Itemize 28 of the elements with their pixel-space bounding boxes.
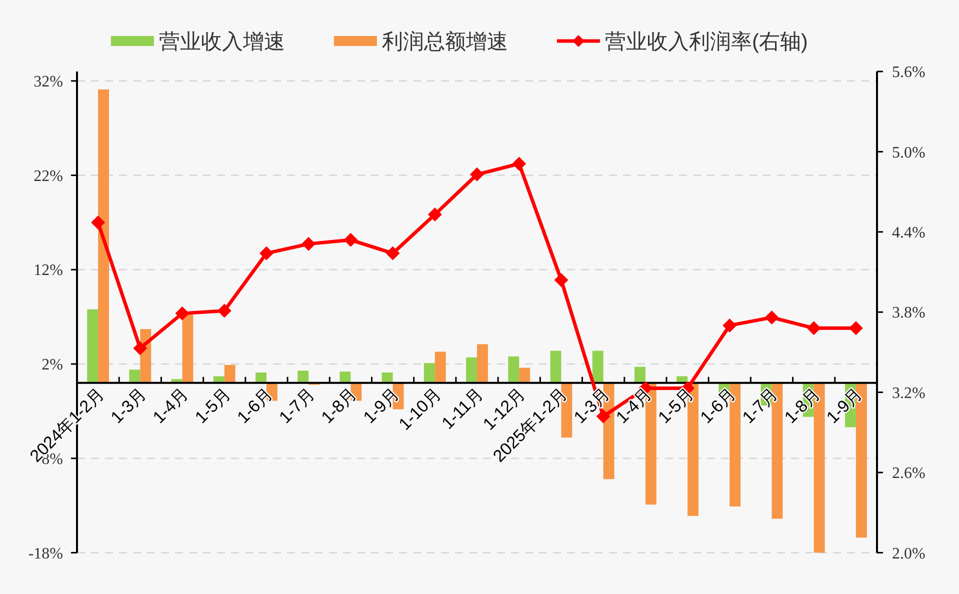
y-tick-label: 22% [34, 168, 63, 185]
y2-tick-label: 5.6% [892, 64, 926, 82]
x-tick-label: 1-7月 [276, 384, 318, 428]
x-tick-label: 1-4月 [612, 384, 656, 428]
y-tick-label: 32% [34, 74, 63, 91]
x-tick-label: 1-7月 [738, 384, 782, 428]
x-tick-label: 1-5月 [191, 384, 234, 428]
x-tick-label: 1-4月 [149, 384, 192, 428]
x-tick-label: 1-8月 [780, 384, 824, 428]
y2-tick-label: 3.8% [892, 304, 926, 322]
y2-tick-label: 4.4% [892, 224, 926, 242]
y-tick-label: 2% [42, 356, 63, 374]
y-tick-label: -18% [28, 545, 63, 562]
y2-tick-label: 3.2% [892, 384, 926, 402]
legend-label: 利润总额增速 [382, 30, 508, 54]
x-tick-label: 1-6月 [233, 384, 276, 428]
x-tick-label: 1-9月 [822, 384, 866, 428]
legend-label: 营业收入利润率(右轴) [604, 30, 808, 54]
y2-tick-label: 2.6% [892, 465, 926, 482]
y2-tick-label: 2.0% [892, 545, 926, 562]
x-tick-label: 1-8月 [318, 384, 361, 428]
y2-tick-label: 5.0% [892, 144, 926, 162]
y-tick-label: 12% [34, 262, 63, 280]
x-tick-label: 1-5月 [654, 384, 698, 428]
legend-label: 营业收入增速 [158, 30, 285, 54]
x-tick-label: 1-6月 [696, 384, 740, 428]
x-tick-label: 1-3月 [107, 384, 150, 428]
x-tick-label: 1-3月 [570, 384, 614, 428]
